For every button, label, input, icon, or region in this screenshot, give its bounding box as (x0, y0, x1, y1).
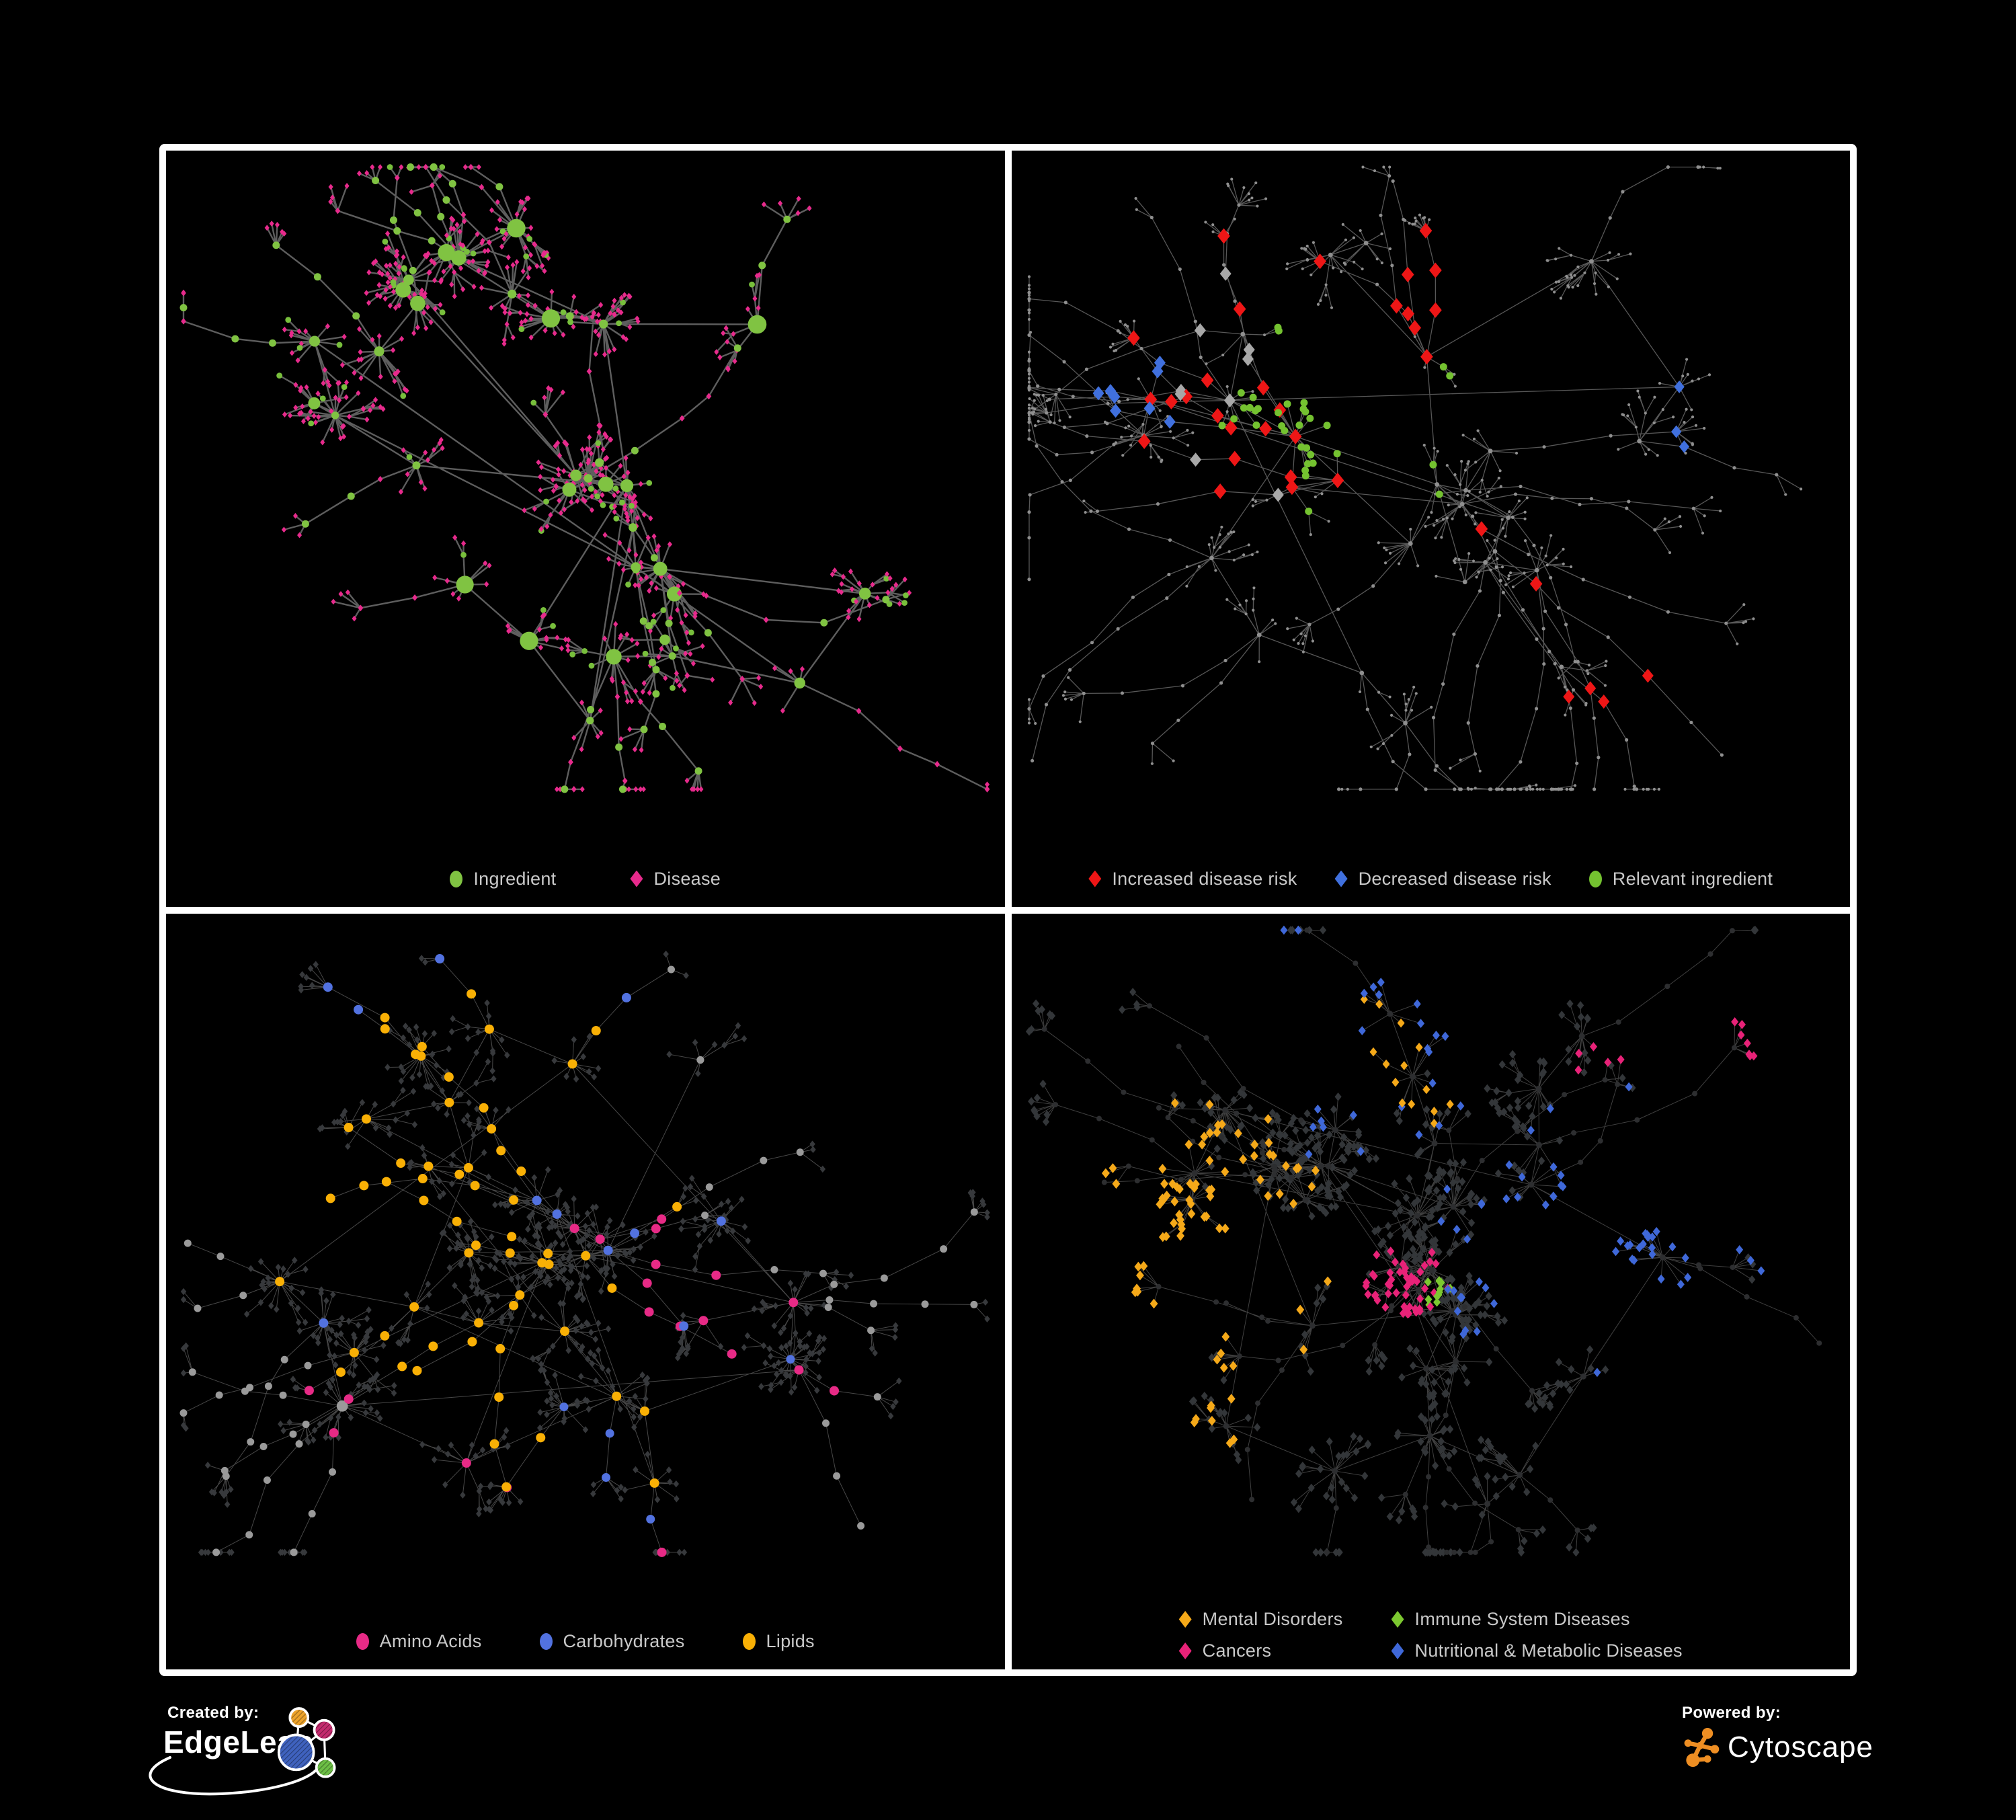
network-disease-risk (1026, 165, 1802, 791)
cytoscape-lockup: Cytoscape (1682, 1725, 1873, 1770)
legend-ingredient-disease: Ingredient Disease (166, 869, 1005, 889)
disease-diamond-icon (630, 870, 643, 887)
lipids-circle-icon (742, 1633, 756, 1650)
legend-item-mental-disorders: Mental Disorders (1178, 1609, 1343, 1630)
legend-label: Decreased disease risk (1358, 868, 1551, 889)
legend-label: Nutritional & Metabolic Diseases (1414, 1640, 1683, 1661)
legend-item-immune-system-diseases: Immune System Diseases (1391, 1609, 1683, 1630)
edgeleap-lockup: EdgeLeap (149, 1707, 540, 1796)
network-disease-classes (1025, 925, 1822, 1556)
legend-item-lipids: Lipids (742, 1631, 815, 1652)
cytoscape-wordmark: Cytoscape (1728, 1731, 1873, 1764)
network-macronutrients (179, 950, 990, 1557)
relevant-ingredient-circle-icon (1588, 870, 1602, 887)
legend-label: Carbohydrates (563, 1631, 685, 1651)
legend-item-amino-acids: Amino Acids (356, 1631, 482, 1652)
legend-item-decreased-risk: Decreased disease risk (1334, 868, 1551, 889)
legend-label: Disease (653, 868, 721, 889)
powered-by-label: Powered by: (1682, 1704, 1781, 1722)
edgeleap-logo-icon (277, 1707, 336, 1778)
legend-macronutrients: Amino Acids Carbohydrates Lipids (166, 1631, 1005, 1652)
edgeleap-swoosh-icon (149, 1756, 318, 1796)
legend-disease-classes: Mental Disorders Immune System Diseases … (1012, 1609, 1851, 1661)
mental-disorders-diamond-icon (1178, 1611, 1192, 1628)
legend-item-cancers: Cancers (1178, 1640, 1343, 1661)
legend-item-ingredient: Ingredient (450, 869, 556, 889)
legend-item-nutritional-metabolic-diseases: Nutritional & Metabolic Diseases (1391, 1640, 1683, 1661)
legend-label: Cancers (1202, 1640, 1272, 1661)
legend-item-disease: Disease (630, 869, 721, 889)
powered-by-block: Powered by: Cytosc (1682, 1704, 1873, 1770)
carbohydrates-circle-icon (539, 1633, 553, 1650)
amino-acids-circle-icon (356, 1633, 369, 1650)
legend-label: Mental Disorders (1202, 1609, 1343, 1629)
network-ingredient-disease (179, 163, 990, 793)
legend-item-carbohydrates: Carbohydrates (539, 1631, 685, 1652)
legend-item-increased-risk: Increased disease risk (1088, 869, 1297, 889)
legend-item-relevant-ingredient: Relevant ingredient (1588, 868, 1773, 889)
legend-label: Ingredient (473, 868, 557, 889)
ingredient-circle-icon (450, 870, 463, 887)
panel-disease-classes: Mental Disorders Immune System Diseases … (1011, 913, 1851, 1669)
increased-risk-diamond-icon (1088, 870, 1102, 887)
legend-label: Lipids (766, 1631, 815, 1651)
decreased-risk-diamond-icon (1334, 870, 1348, 887)
panel-ingredient-disease: Ingredient Disease (166, 151, 1005, 907)
panel-macronutrients: Amino Acids Carbohydrates Lipids (166, 913, 1005, 1669)
legend-label: Relevant ingredient (1612, 868, 1773, 889)
panel-disease-risk: Increased disease risk Decreased disease… (1011, 151, 1851, 907)
legend-disease-risk: Increased disease risk Decreased disease… (1012, 869, 1851, 889)
legend-label: Increased disease risk (1112, 868, 1297, 889)
cytoscape-logo-icon (1684, 1728, 1720, 1767)
legend-label: Amino Acids (379, 1631, 482, 1651)
immune-system-diseases-diamond-icon (1391, 1611, 1404, 1628)
created-by-block: Created by: EdgeLeap (149, 1704, 540, 1805)
nutritional-metabolic-diseases-diamond-icon (1391, 1643, 1404, 1659)
created-by-label: Created by: (167, 1704, 259, 1722)
legend-label: Immune System Diseases (1414, 1609, 1630, 1629)
panel-grid: Ingredient Disease Increased disease ris… (159, 144, 1857, 1676)
cancers-diamond-icon (1178, 1643, 1192, 1659)
